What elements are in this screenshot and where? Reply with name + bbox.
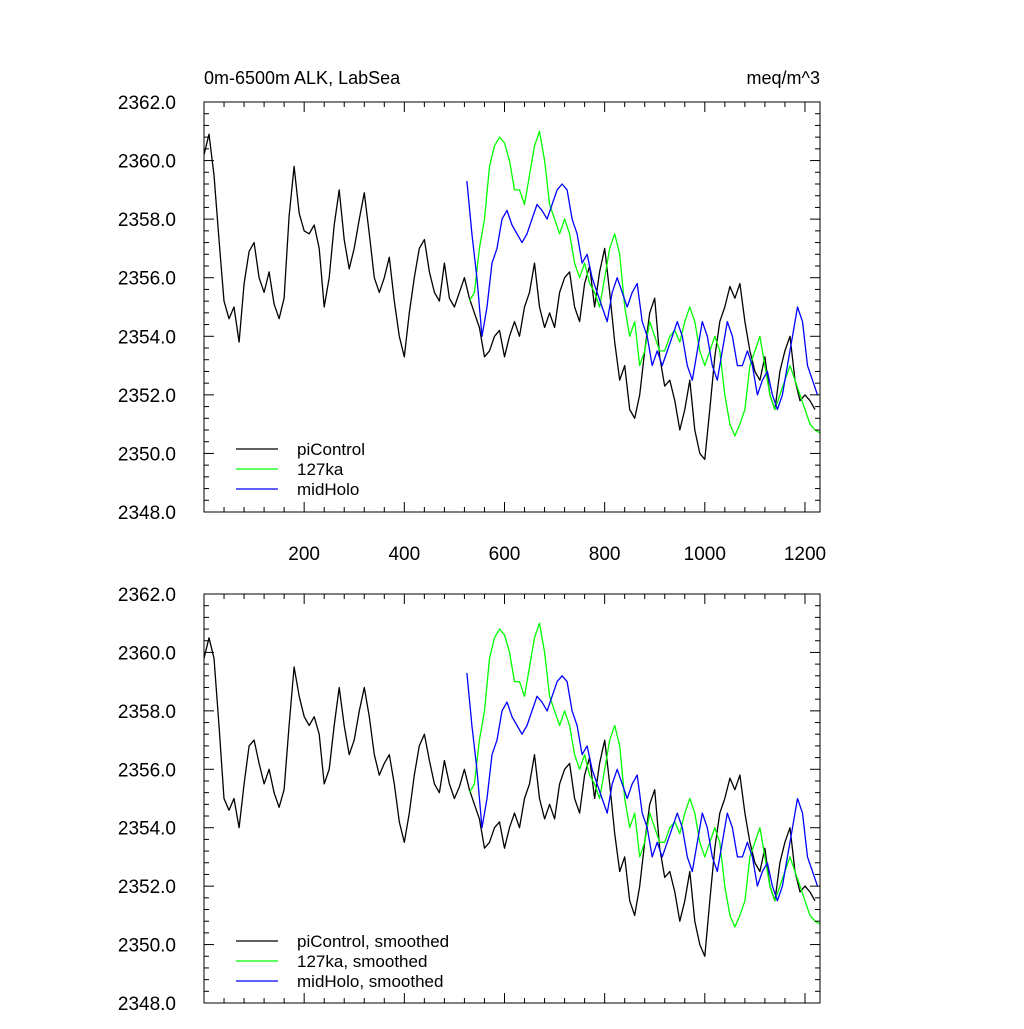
series-line-127ka-smoothed <box>468 622 820 928</box>
y-tick-label: 2358.0 <box>118 210 176 231</box>
top-panel-ticks: 2348.0 2350.0 2352.0 2354.0 2356.0 2358.0 2360… <box>118 93 826 565</box>
top-panel-title-left: 0m-6500m ALK, LabSea <box>204 68 401 88</box>
top-panel-series <box>204 130 820 460</box>
y-tick-label: 2356.0 <box>118 760 176 781</box>
y-tick-label: 2352.0 <box>118 877 176 898</box>
y-tick-label: 2348.0 <box>118 503 176 524</box>
top-panel-title-right: meq/m^3 <box>747 68 820 88</box>
plot-frame <box>203 101 821 513</box>
bottom-panel-series <box>204 622 820 957</box>
x-tick-label: 400 <box>388 544 420 565</box>
y-tick-label: 2354.0 <box>118 819 176 840</box>
y-tick-label: 2358.0 <box>118 702 176 723</box>
y-tick-label: 2354.0 <box>118 327 176 348</box>
x-tick-label: 1200 <box>784 544 826 565</box>
plot-frame <box>203 593 821 1004</box>
y-tick-label: 2350.0 <box>118 936 176 957</box>
series-line-picontrol <box>204 133 816 460</box>
y-tick-label: 2362.0 <box>118 93 176 114</box>
legend-label: piControl <box>297 440 365 459</box>
series-line-picontrol-smoothed <box>204 637 816 957</box>
legend-label: 127ka, smoothed <box>297 952 427 971</box>
y-tick-label: 2356.0 <box>118 269 176 290</box>
y-tick-label: 2360.0 <box>118 152 176 173</box>
bottom-panel-ticks: 2348.0 2350.0 2352.0 2354.0 2356.0 2358.0 2360… <box>118 585 821 1015</box>
bottom-panel: 2348.0 2350.0 2352.0 2354.0 2356.0 2358.0 2360… <box>118 585 821 1015</box>
x-tick-label: 600 <box>489 544 521 565</box>
series-line-midholo-smoothed <box>466 672 819 902</box>
legend-label: piControl, smoothed <box>297 932 449 951</box>
y-tick-label: 2362.0 <box>118 585 176 606</box>
x-tick-label: 800 <box>589 544 621 565</box>
y-tick-label: 2360.0 <box>118 643 176 664</box>
series-line-midholo <box>466 181 819 411</box>
legend-label: midHolo <box>297 480 359 499</box>
x-tick-label: 200 <box>288 544 320 565</box>
legend-label: 127ka <box>297 460 344 479</box>
y-tick-label: 2352.0 <box>118 386 176 407</box>
legend-label: midHolo, smoothed <box>297 972 443 991</box>
x-tick-label: 1000 <box>684 544 726 565</box>
y-tick-label: 2348.0 <box>118 994 176 1015</box>
top-panel: 0m-6500m ALK, LabSea meq/m^3 2348.0 2350.… <box>118 68 826 565</box>
y-tick-label: 2350.0 <box>118 444 176 465</box>
series-line-127ka <box>468 130 820 437</box>
